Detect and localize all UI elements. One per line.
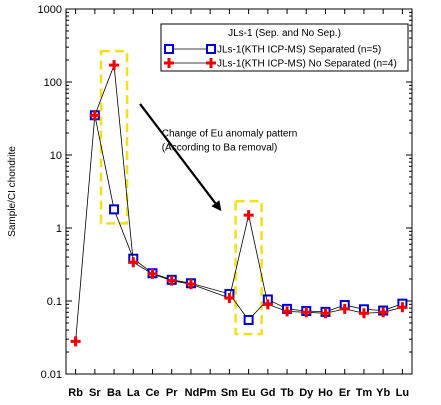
legend-marker-no-separated [164,58,174,68]
data-point-no-separated [109,60,120,71]
data-point-no-separated [89,110,100,121]
highlight-boxes [99,49,263,336]
x-category-label: Dy [299,387,314,399]
annotation-text-line: Change of Eu anomaly pattern [162,128,298,139]
legend-entry-0: JLs-1(KTH ICP-MS) Separated (n=5) [217,45,381,56]
legend-title: JLs-1 (Sep. and No Sep.) [228,28,341,39]
y-tick-label: 1 [56,223,62,235]
x-category-label: Sr [89,387,101,399]
y-tick-label: 0.1 [47,296,62,308]
legend-marker-separated [164,44,174,54]
legend-marker-no-separated [206,58,216,68]
y-tick-label: 0.01 [41,369,62,381]
series-group [70,60,408,347]
x-category-label: Er [339,387,351,399]
data-point-no-separated [378,307,389,318]
data-point-no-separated [397,302,408,313]
data-point-no-separated [243,210,254,221]
axes-group: 0.01 0.1 1 10 100 1000 Sample/CI chondrite Rb Sr… [7,4,413,399]
x-category-label: Rb [68,387,83,399]
data-point-no-separated [358,308,369,319]
legend: JLs-1 (Sep. and No Sep.) JLs-1(KTH ICP-MS… [160,23,409,72]
x-category-label: Lu [396,387,409,399]
x-category-label: Ho [318,387,333,399]
data-point-no-separated [282,306,293,317]
y-tick-label: 100 [44,77,62,89]
annotation-text-line: (According to Ba removal) [162,142,278,153]
x-category-label: Eu [242,387,256,399]
series-line-0 [94,115,403,321]
data-point-no-separated [301,307,312,318]
data-point-no-separated [320,308,331,319]
highlight-box-eu [234,199,263,336]
data-point-separated [243,314,254,325]
legend-marker-separated [206,44,216,54]
data-point-no-separated [224,292,235,303]
y-axis-label: Sample/CI chondrite [7,146,18,237]
x-category-label: NdPm [185,387,217,399]
x-category-label: Ba [107,387,122,399]
x-category-label: Pr [166,387,178,399]
x-category-label: La [127,387,141,399]
annotation-arrow-shaft [139,103,217,204]
data-point-no-separated [166,275,177,286]
x-category-label: Sm [221,387,238,399]
x-category-label: Tm [356,387,373,399]
x-category-label: Tb [280,387,294,399]
data-point-no-separated [147,268,158,279]
legend-entry-1: JLs-1(KTH ICP-MS) No Separated (n=4) [217,59,397,70]
data-point-separated [109,204,120,215]
annotation-group: Change of Eu anomaly pattern (According t… [139,103,298,212]
data-point-no-separated [262,299,273,310]
y-tick-label: 10 [50,150,62,162]
y-tick-label: 1000 [38,4,62,16]
x-category-label: Gd [260,387,275,399]
x-category-label: Yb [376,387,390,399]
annotation-arrow-head [211,200,222,212]
x-category-label: Ce [145,387,159,399]
data-point-no-separated [339,303,350,314]
data-point-no-separated [70,336,81,347]
data-point-no-separated [185,279,196,290]
highlight-box-ba [99,49,129,225]
data-point-no-separated [128,257,139,268]
plot-frame [65,8,413,375]
